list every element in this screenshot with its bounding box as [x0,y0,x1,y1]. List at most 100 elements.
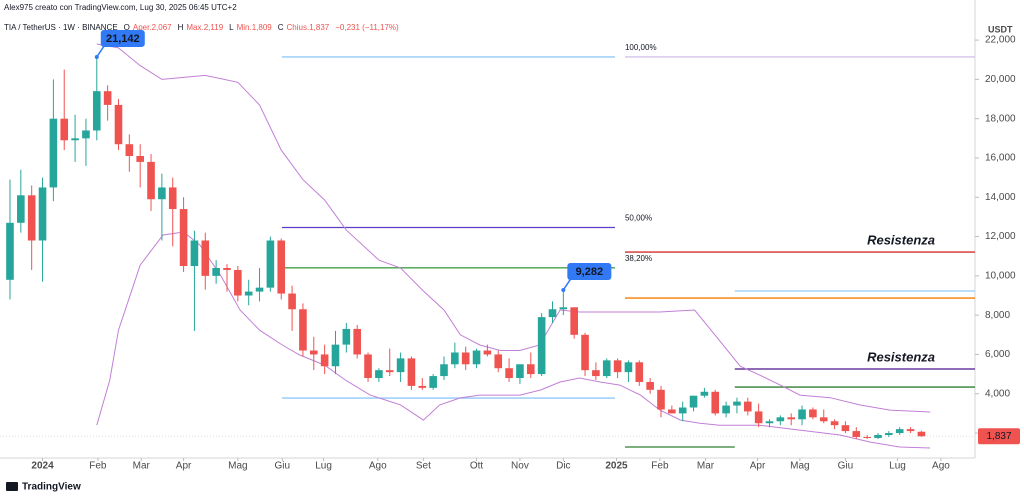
candle-body [418,385,427,388]
ohlc-key: H [178,23,184,32]
ohlc-value: Aper.2,067 [133,23,172,32]
candle-body [754,411,763,424]
candle-body [103,91,112,105]
last-price-box [978,428,1020,445]
candle-body [385,370,394,373]
candle-body [776,417,785,422]
ohlc-value: Max.2,119 [186,23,223,32]
fib-label: 38,20% [625,254,652,263]
x-tick-label: Set [416,461,431,472]
marker-pointer [96,44,106,58]
candle-body [787,417,795,420]
x-tick-label: Ago [932,461,950,472]
change: −0,231 (−11,17%) [335,23,399,32]
candle-body [570,307,578,335]
candle-body [548,309,557,318]
candle-body [472,350,481,365]
candle-body [917,431,926,437]
candle-body [874,435,882,438]
x-tick-label: Giu [275,461,291,472]
candle-body [158,187,166,200]
ohlc-key: C [278,23,284,32]
candle-body [179,209,188,267]
brand-icon [6,482,18,491]
candle-body [309,350,318,355]
marker-label: 9,282 [576,266,604,278]
ohlc-header: TIA / TetherUS · 1W · BINANCE O Aper.2,067… [4,23,399,32]
candle-body [559,307,568,310]
candle-body [375,370,383,379]
x-tick-label: Lug [315,461,332,472]
x-tick-label: Feb [89,461,107,472]
candle-body [6,222,14,280]
x-tick-label: Apr [750,461,766,472]
level-label: Resistenza [867,349,935,364]
candle-body [60,118,69,141]
x-tick-label: Ott [470,461,484,472]
candle-body [288,293,296,310]
ohlc-value: Min.1,809 [237,23,273,32]
candle-body [765,421,774,424]
y-tick-label: 16,000 [985,153,1016,164]
y-tick-label: 8,000 [985,310,1010,321]
marker-pointer [562,277,572,291]
brand-logo: TradingView [6,482,81,493]
x-tick-label: Nov [511,461,529,472]
candle-body [711,391,720,414]
candle-body [407,358,416,386]
fib-label: 100,00% [625,43,657,52]
candle-body [668,409,676,414]
candle-body [125,144,134,157]
candle-body [516,364,524,379]
candle-body [223,268,231,270]
candle-body [646,381,654,390]
candle-body [396,358,405,373]
candle-body [49,118,58,188]
candle-body [743,401,752,412]
x-tick-label: Giu [838,461,854,472]
candle-body [320,354,329,367]
y-tick-label: 18,000 [985,113,1016,124]
marker-label: 21,142 [106,33,140,45]
band-line [96,43,931,413]
x-tick-label: 2024 [31,461,54,472]
candle-body [689,395,698,408]
candle-body [299,309,307,351]
candle-body [505,368,513,379]
candle-body [613,360,622,373]
candle-body [700,391,709,396]
candle-body [353,328,361,355]
x-tick-label: Apr [176,461,192,472]
last-price-label: 1,837 [986,431,1011,442]
candle-body [147,161,155,200]
candle-body [830,421,839,426]
ohlc-key: O [124,23,130,32]
x-tick-label: Mar [697,461,715,472]
candle-body [592,370,600,377]
fib-label: 50,00% [625,214,652,223]
y-tick-label: 6,000 [985,349,1010,360]
x-tick-label: Feb [651,461,669,472]
candle-body [722,405,730,414]
marker-box [567,262,612,280]
x-tick-label: Ago [369,461,387,472]
ohlc-key: L [229,23,234,32]
x-tick-label: 2025 [605,461,628,472]
candle-body [27,195,36,241]
candle-body [92,91,101,131]
candle-body [190,240,199,267]
brand-name: TradingView [22,482,81,493]
candle-body [809,409,817,418]
candle-body [483,350,492,355]
candle-body [201,240,210,276]
candle-body [602,360,611,377]
candle-body [71,138,79,141]
candle-body [277,240,286,294]
x-tick-label: Mag [228,461,247,472]
ohlc-value: Chius.1,837 [287,23,330,32]
y-tick-label: 22,000 [985,35,1016,46]
candle-body [461,352,470,365]
y-tick-label: 14,000 [985,192,1016,203]
